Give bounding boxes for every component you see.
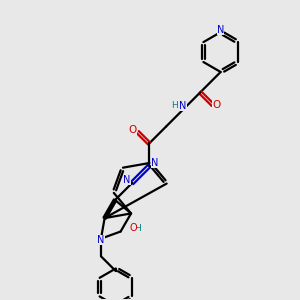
Text: N: N xyxy=(217,25,224,34)
Text: H: H xyxy=(171,101,177,110)
Text: N: N xyxy=(151,158,158,168)
Text: H: H xyxy=(134,224,141,233)
Text: N: N xyxy=(97,235,105,245)
Text: O: O xyxy=(212,100,221,110)
Text: N: N xyxy=(179,100,187,111)
Text: O: O xyxy=(130,223,137,233)
Text: N: N xyxy=(123,176,130,185)
Text: O: O xyxy=(129,124,137,135)
